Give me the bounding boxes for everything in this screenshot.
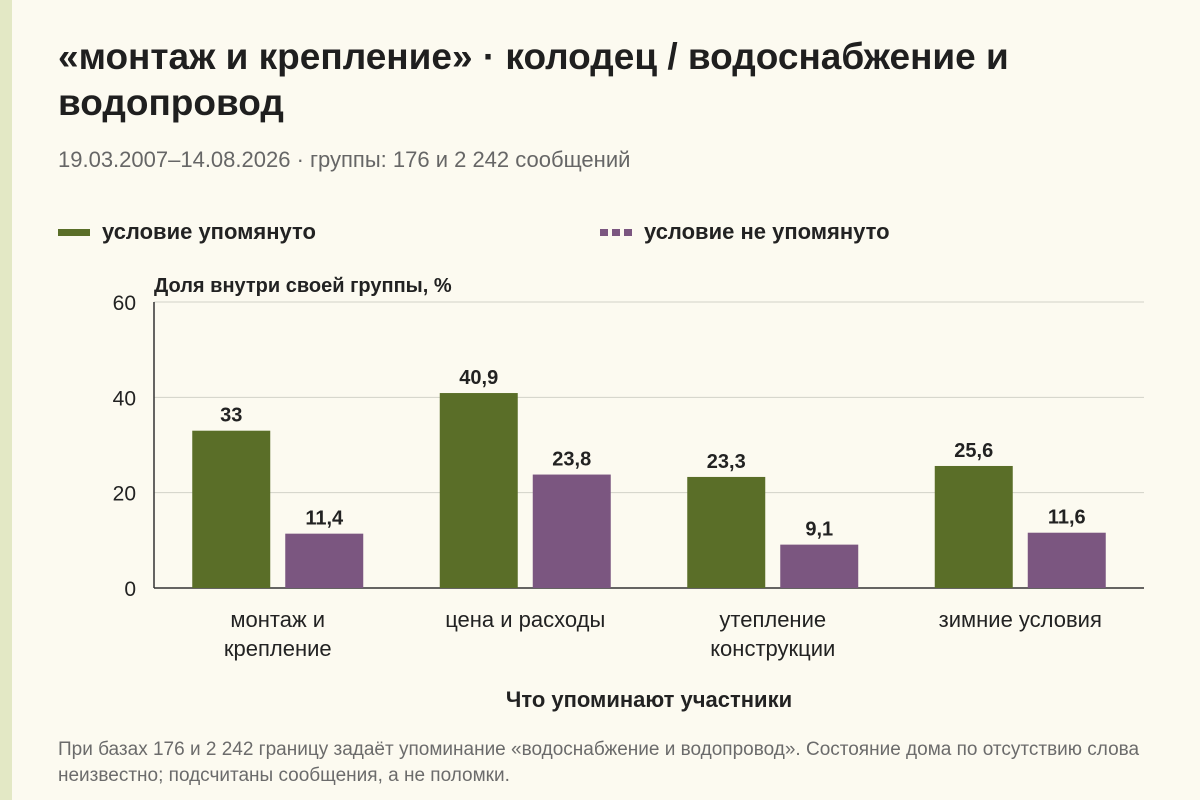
- data-label: 25,6: [954, 440, 993, 462]
- bar: [285, 533, 364, 588]
- x-tick-label: утепление конструкции: [710, 607, 835, 661]
- y-tick-label: 20: [113, 483, 136, 506]
- bar: [780, 544, 859, 588]
- y-axis-label: Доля внутри своей группы, %: [154, 275, 452, 297]
- legend-swatch-mentioned: [58, 228, 90, 236]
- x-tick-label: цена и расходы: [445, 607, 605, 632]
- data-label: 23,3: [707, 451, 746, 473]
- data-label: 9,1: [805, 519, 833, 541]
- x-axis-label: Что упоминают участники: [506, 687, 792, 712]
- x-tick-label: монтаж и крепление: [224, 607, 332, 661]
- legend-label-mentioned: условие упомянуто: [102, 219, 316, 244]
- y-tick-label: 40: [113, 387, 136, 410]
- bar: [532, 474, 611, 588]
- legend-swatch-not-mentioned: [600, 228, 632, 236]
- data-label: 40,9: [459, 367, 498, 389]
- y-tick-label: 60: [113, 292, 136, 315]
- bar: [687, 476, 766, 588]
- legend-item-mentioned: условие упомянуто: [58, 219, 316, 245]
- data-label: 11,6: [1048, 507, 1086, 529]
- chart-subtitle: 19.03.2007–14.08.2026 · группы: 176 и 2 …: [58, 147, 631, 172]
- bar: [192, 430, 271, 588]
- data-label: 11,4: [305, 508, 344, 530]
- legend-item-not-mentioned: условие не упомянуто: [600, 219, 890, 245]
- bar: [1027, 532, 1106, 588]
- bar: [439, 393, 518, 588]
- left-accent-bar: [0, 0, 12, 800]
- chart-title: «монтаж и крепление» · колодец / водосна…: [58, 36, 1009, 123]
- x-tick-label: зимние условия: [939, 607, 1102, 632]
- data-label: 33: [220, 405, 242, 427]
- y-tick-label: 0: [124, 578, 136, 601]
- data-label: 23,8: [552, 449, 591, 471]
- chart-footnote: При базах 176 и 2 242 границу задаёт упо…: [58, 739, 1140, 786]
- legend-label-not-mentioned: условие не упомянуто: [644, 219, 890, 244]
- bar: [934, 465, 1013, 588]
